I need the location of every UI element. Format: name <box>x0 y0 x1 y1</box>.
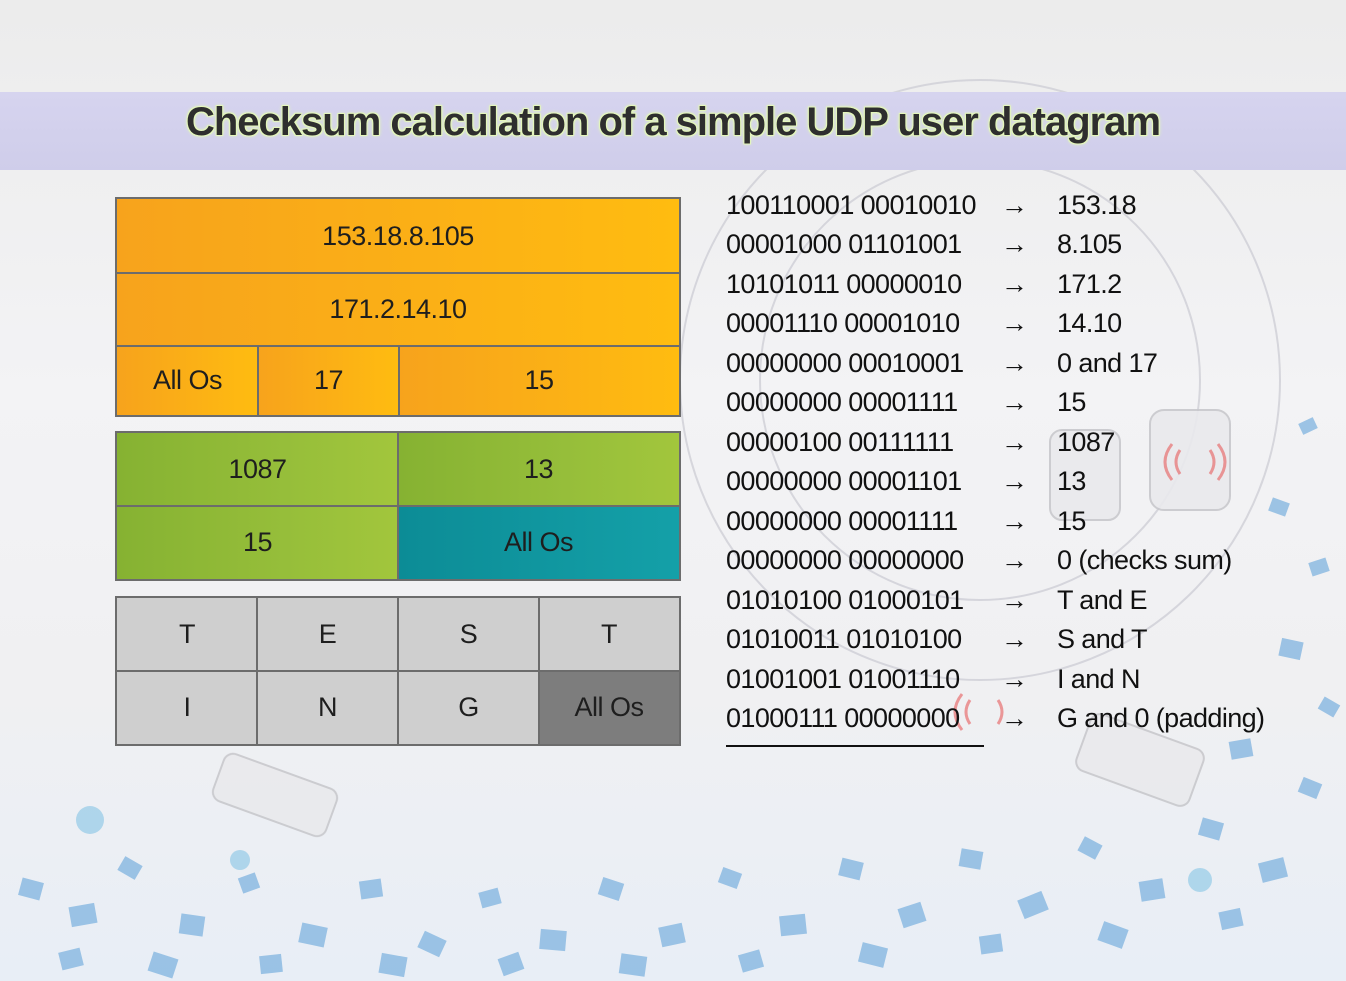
calc-bits: 01000111 00000000 <box>726 703 960 733</box>
data-cell: N <box>257 671 398 744</box>
calc-value: 0 (checks sum) <box>1057 545 1232 575</box>
checksum-cell: All Os <box>398 506 679 579</box>
calc-value: 153.18 <box>1057 190 1137 220</box>
sum-underline <box>726 745 984 747</box>
arrow-icon: → <box>1001 545 1028 575</box>
data-cell: T <box>539 598 679 671</box>
arrow-icon: → <box>1001 466 1028 496</box>
page-title: Checksum calculation of a simple UDP use… <box>185 100 1161 144</box>
calc-value: I and N <box>1057 664 1140 694</box>
arrow-icon: → <box>1001 624 1028 654</box>
arrow-icon: → <box>1001 585 1028 615</box>
calc-bits: 00001110 00001010 <box>726 308 960 338</box>
calc-bits: 01001001 01001110 <box>726 664 960 694</box>
arrow-icon: → <box>1001 190 1028 220</box>
udp-header-table: 1087 13 15 All Os <box>115 431 681 581</box>
calc-bits: 00001000 01101001 <box>726 229 962 259</box>
calc-bits: 100110001 00010010 <box>726 190 977 220</box>
calc-bits: 00000000 00010001 <box>726 348 964 378</box>
calc-value: 1087 <box>1057 427 1115 457</box>
divider <box>397 433 399 579</box>
divider <box>398 345 400 415</box>
all-zeros-cell: All Os <box>117 346 258 415</box>
calc-bits: 00000000 00001111 <box>726 387 958 417</box>
calc-value: 171.2 <box>1057 269 1122 299</box>
calc-value: T and E <box>1057 585 1147 615</box>
arrow-icon: → <box>1001 387 1028 417</box>
divider <box>256 598 258 744</box>
data-cell: E <box>257 598 398 671</box>
pseudo-header-table: 153.18.8.105 171.2.14.10 All Os 17 15 <box>115 197 681 417</box>
arrow-icon: → <box>1001 703 1028 733</box>
data-cell: G <box>398 671 539 744</box>
data-cell: T <box>117 598 257 671</box>
calc-bits: 00000000 00001101 <box>726 466 962 496</box>
source-port-cell: 1087 <box>117 433 398 506</box>
padding-cell: All Os <box>539 671 679 744</box>
divider <box>538 598 540 744</box>
calc-value: S and T <box>1057 624 1147 654</box>
calc-bits: 01010100 01000101 <box>726 585 964 615</box>
arrow-icon: → <box>1001 506 1028 536</box>
arrow-icon: → <box>1001 229 1028 259</box>
title-band <box>0 92 1346 170</box>
divider <box>397 598 399 744</box>
udp-length-cell: 15 <box>399 346 679 415</box>
data-cell: I <box>117 671 257 744</box>
divider <box>257 345 259 415</box>
length-cell: 15 <box>117 506 398 579</box>
protocol-cell: 17 <box>258 346 399 415</box>
arrow-icon: → <box>1001 269 1028 299</box>
destination-port-cell: 13 <box>398 433 679 506</box>
calc-value: 15 <box>1057 506 1086 536</box>
calc-bits: 00000000 00001111 <box>726 506 958 536</box>
calc-value: 8.105 <box>1057 229 1122 259</box>
calc-bits: 10101011 00000010 <box>726 269 962 299</box>
calc-value: 0 and 17 <box>1057 348 1158 378</box>
destination-ip-cell: 171.2.14.10 <box>117 273 679 346</box>
data-table: T E S T I N G All Os <box>115 596 681 746</box>
divider <box>117 272 679 274</box>
calc-value: 15 <box>1057 387 1086 417</box>
arrow-icon: → <box>1001 664 1028 694</box>
arrow-icon: → <box>1001 308 1028 338</box>
arrow-icon: → <box>1001 427 1028 457</box>
calc-value: 13 <box>1057 466 1086 496</box>
calc-bits: 01010011 01010100 <box>726 624 962 654</box>
calc-value: 14.10 <box>1057 308 1122 338</box>
calc-value: G and 0 (padding) <box>1057 703 1265 733</box>
data-cell: S <box>398 598 539 671</box>
calc-bits: 00000100 00111111 <box>726 427 954 457</box>
source-ip-cell: 153.18.8.105 <box>117 199 679 273</box>
arrow-icon: → <box>1001 348 1028 378</box>
calc-bits: 00000000 00000000 <box>726 545 964 575</box>
